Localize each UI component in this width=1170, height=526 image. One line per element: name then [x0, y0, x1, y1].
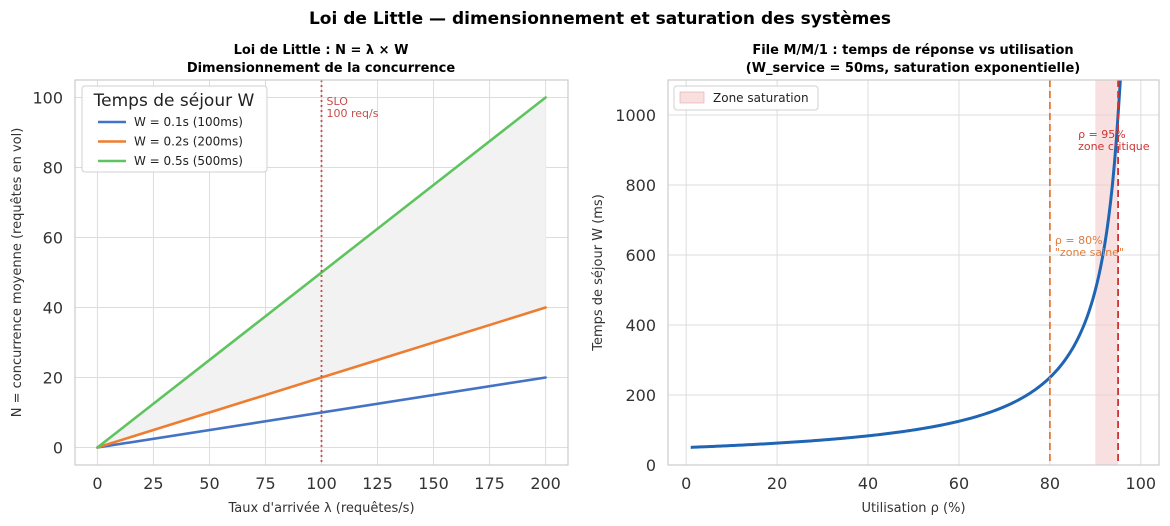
chart2-vlines: ρ = 80% "zone saine" ρ = 95% zone critique: [1048, 80, 1150, 465]
chart2-vline-annotation: ρ = 80% "zone saine": [1055, 234, 1124, 259]
chart2-xtick-label: 0: [681, 474, 691, 493]
slo-annotation-line1: SLO: [327, 95, 349, 108]
chart1-xtick-label: 25: [143, 474, 163, 493]
chart1-xtick-label: 175: [474, 474, 505, 493]
chart1-xtick-label: 0: [92, 474, 102, 493]
chart2-legend-box: [673, 85, 819, 111]
chart2-xtick-label: 100: [1126, 474, 1157, 493]
chart2-legend-label: Zone saturation: [713, 91, 809, 105]
slo-annotation: SLO 100 req/s: [327, 95, 379, 120]
chart1-ytick-label: 40: [43, 299, 63, 318]
annotation-line: zone critique: [1078, 140, 1150, 153]
mm1-chart: File M/M/1 : temps de réponse vs utilisa…: [591, 43, 1160, 516]
chart2-xtick-label: 80: [1040, 474, 1060, 493]
chart1-subtitle: Dimensionnement de la concurrence: [187, 61, 456, 76]
chart1-title: Loi de Little : N = λ × W: [234, 43, 409, 58]
chart1-ticks: 0 25 50 75 100 125 150 175 200 0 20 40 60 80 100: [32, 89, 560, 494]
chart1-ytick-label: 80: [43, 159, 63, 178]
chart2-ytick-label: 1000: [615, 106, 656, 125]
chart1-series-line-3: [96, 96, 547, 449]
chart1-ytick-label: 60: [43, 229, 63, 248]
chart2-legend-swatch: [679, 91, 705, 104]
chart1-series: [96, 96, 547, 449]
chart2-frame: [667, 79, 1160, 466]
little-law-chart: Loi de Little : N = λ × W Dimensionnemen…: [10, 43, 569, 516]
annotation-line: "zone saine": [1055, 246, 1124, 259]
chart2-ytick-label: 600: [625, 246, 656, 265]
mm1-response-curve: [690, 79, 1122, 449]
chart1-frame: [74, 79, 569, 466]
chart2-grid: [668, 80, 1159, 466]
chart1-ytick-label: 20: [43, 369, 63, 388]
chart2-subtitle: (W_service = 50ms, saturation exponentie…: [746, 61, 1080, 76]
chart2-legend: Zone saturation: [673, 85, 819, 111]
chart2-ytick-label: 0: [646, 456, 656, 475]
chart1-ytick-label: 0: [53, 439, 63, 458]
figure-title: Loi de Little — dimensionnement et satur…: [309, 9, 891, 29]
chart1-xtick-label: 150: [418, 474, 449, 493]
chart1-ytick-label: 100: [32, 89, 63, 108]
chart1-legend-label: W = 0.2s (200ms): [134, 135, 243, 149]
chart1-series-line-2: [96, 306, 547, 449]
chart1-legend-label: W = 0.1s (100ms): [134, 115, 243, 129]
chart2-ytick-label: 400: [625, 316, 656, 335]
chart1-xlabel: Taux d'arrivée λ (requêtes/s): [227, 501, 414, 516]
chart1-ylabel: N = concurrence moyenne (requêtes en vol…: [10, 128, 25, 418]
chart2-xtick-label: 40: [858, 474, 878, 493]
chart2-xlabel: Utilisation ρ (%): [861, 501, 965, 516]
chart1-xtick-label: 125: [362, 474, 393, 493]
chart2-xtick-label: 60: [949, 474, 969, 493]
chart1-xtick-label: 50: [199, 474, 219, 493]
chart1-legend-box: [81, 85, 268, 173]
chart2-ylabel: Temps de séjour W (ms): [591, 194, 606, 352]
chart1-xtick-label: 100: [306, 474, 337, 493]
chart2-title: File M/M/1 : temps de réponse vs utilisa…: [752, 43, 1073, 58]
chart1-xtick-label: 200: [530, 474, 561, 493]
chart1-series-line-1: [96, 376, 547, 449]
chart1-legend-title: Temps de séjour W: [93, 91, 255, 111]
annotation-line: ρ = 95%: [1078, 128, 1126, 141]
chart2-xtick-label: 20: [767, 474, 787, 493]
chart1-legend-label: W = 0.5s (500ms): [134, 154, 243, 168]
chart1-xtick-label: 75: [255, 474, 275, 493]
chart2-ytick-label: 800: [625, 176, 656, 195]
chart2-ytick-label: 200: [625, 386, 656, 405]
chart2-vline-annotation: ρ = 95% zone critique: [1078, 128, 1150, 153]
annotation-line: ρ = 80%: [1055, 234, 1103, 247]
slo-annotation-line2: 100 req/s: [327, 107, 379, 120]
chart1-legend: Temps de séjour W W = 0.1s (100ms) W = 0.2…: [81, 85, 268, 173]
